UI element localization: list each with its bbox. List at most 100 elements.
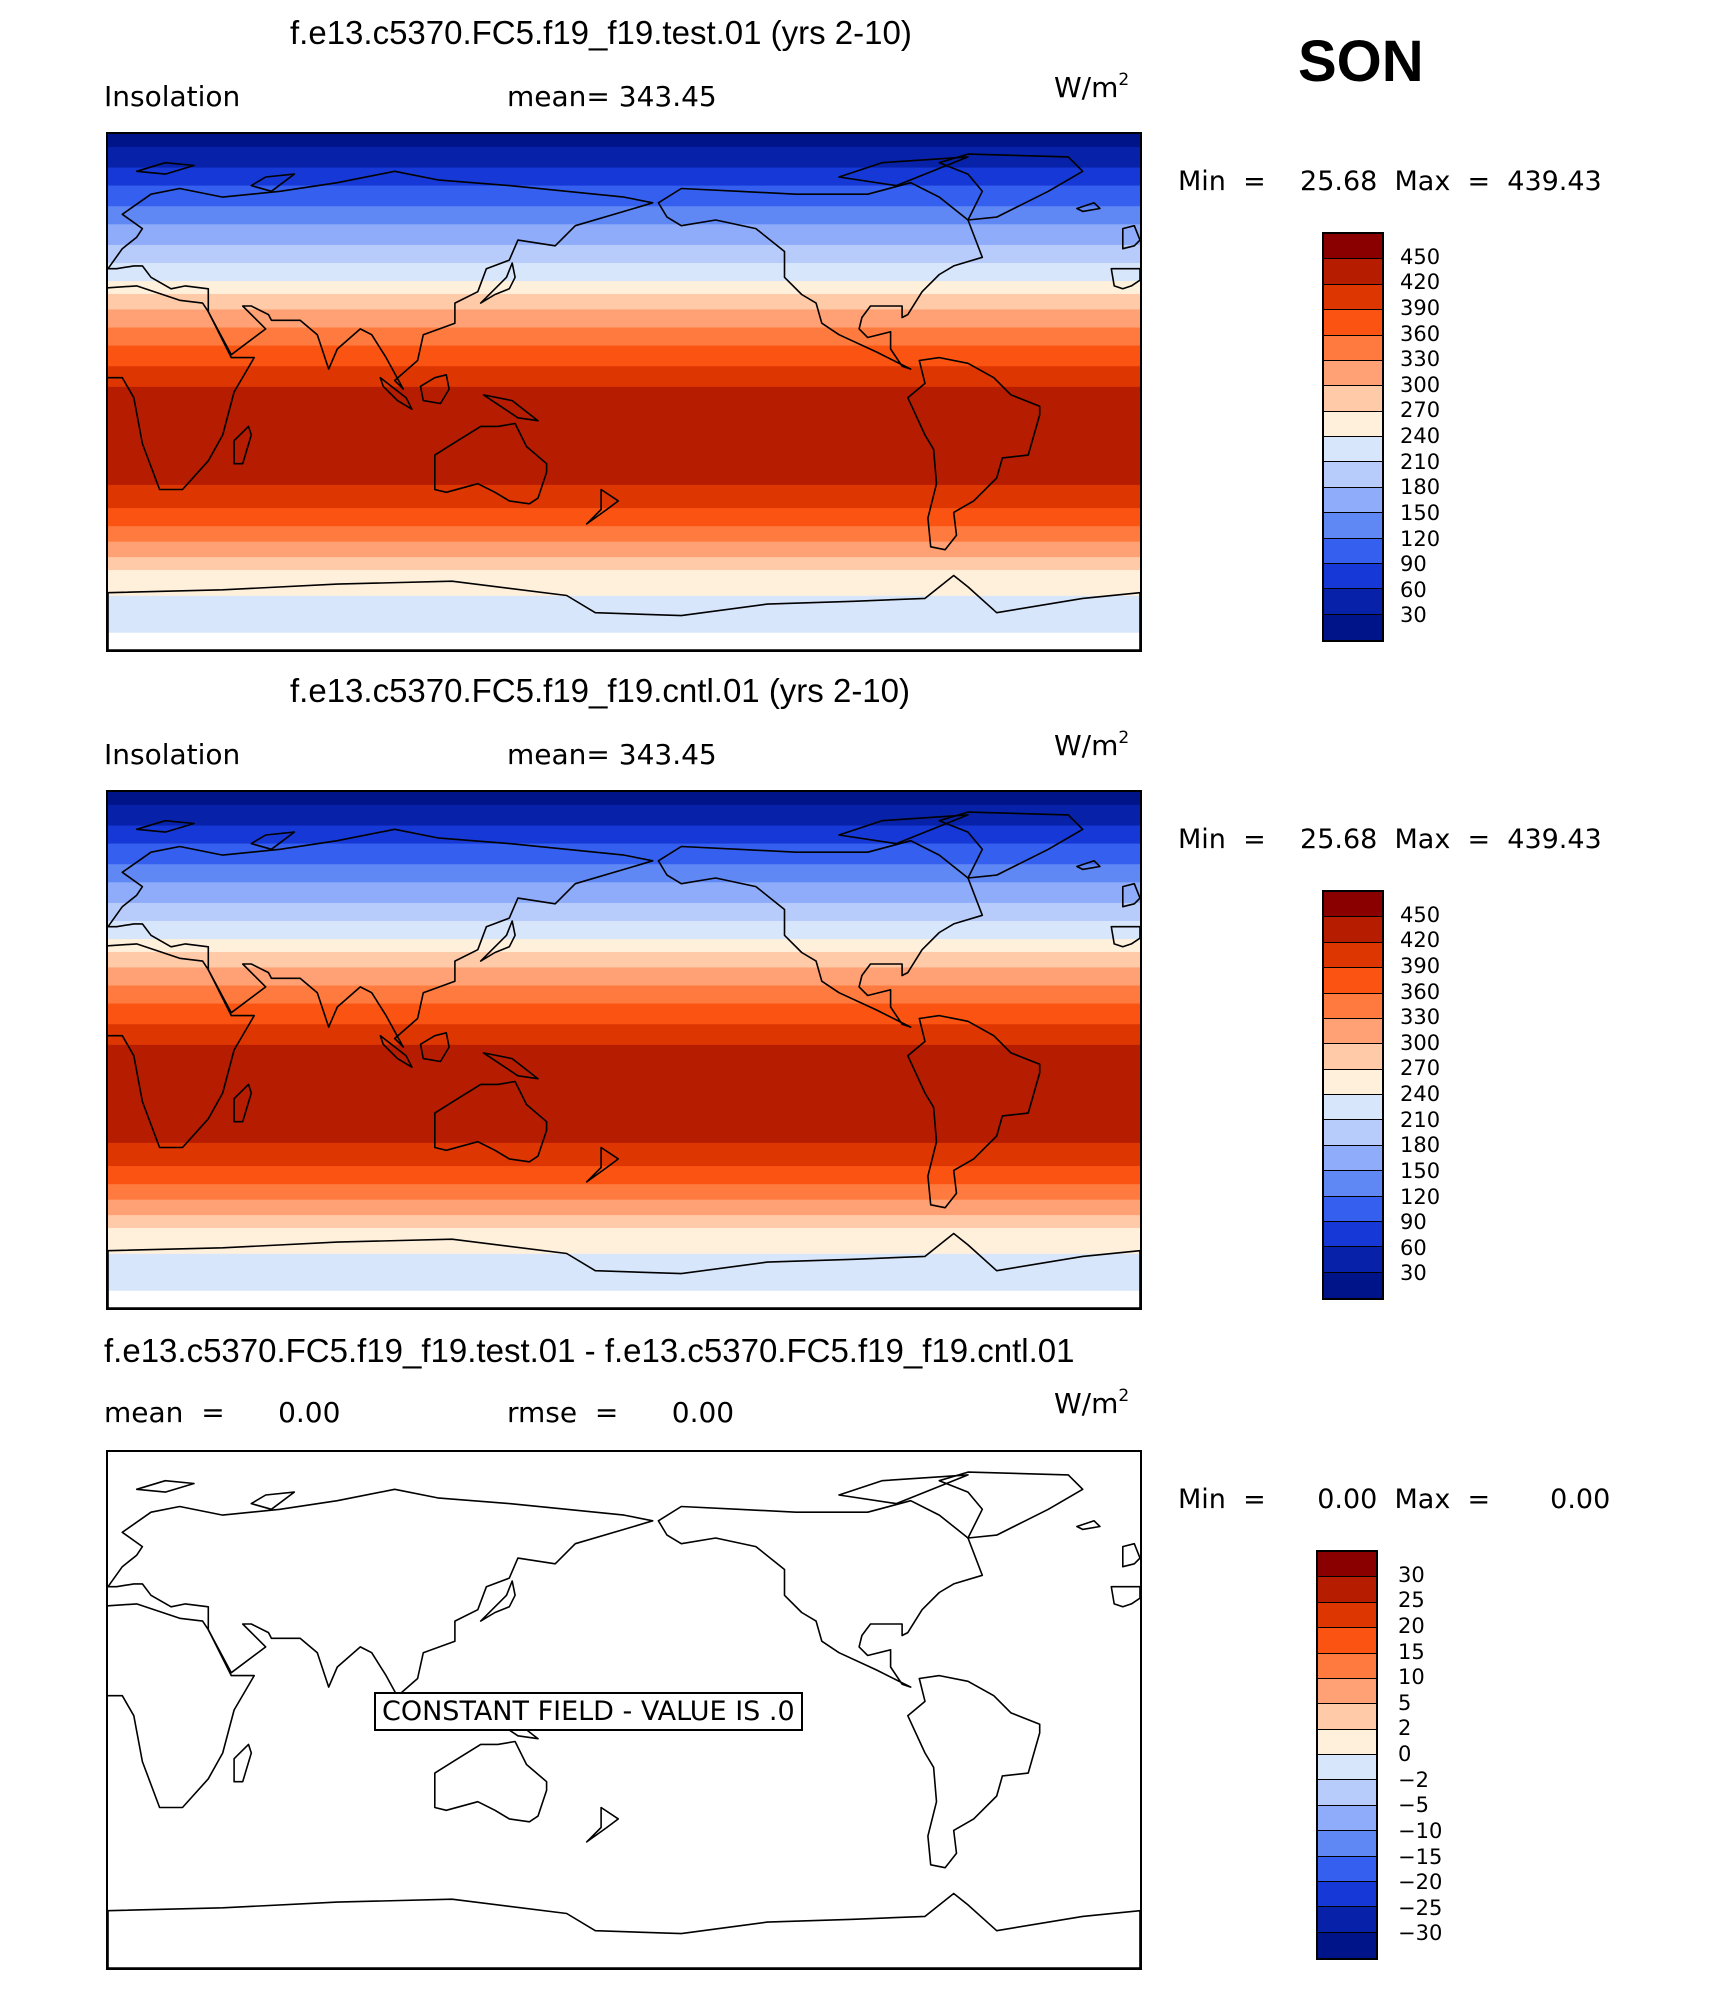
panel-2-mean-label: mean= 343.45: [507, 738, 717, 771]
colorbar-tick-label: 210: [1400, 1107, 1441, 1132]
coastline-outline: [906, 1014, 1041, 1209]
colorbar-swatch: [1318, 1552, 1376, 1578]
insolation-latitude-band: [108, 1166, 1140, 1185]
panel-3-units: W/m2: [1054, 1386, 1130, 1420]
insolation-latitude-band: [108, 1003, 1140, 1025]
colorbar-tick-label: 60: [1400, 577, 1427, 602]
colorbar-tick-label: 390: [1400, 295, 1441, 320]
insolation-latitude-band: [108, 345, 1140, 367]
insolation-latitude-band: [108, 167, 1140, 187]
colorbar-swatch: [1318, 1653, 1376, 1679]
coastline-outline: [938, 1471, 1084, 1539]
colorbar-swatch: [1324, 234, 1382, 260]
panel-1-minmax: Min = 25.68 Max = 439.43: [1178, 166, 1602, 197]
colorbar-tick-label: 30: [1400, 603, 1427, 628]
insolation-latitude-band: [108, 1215, 1140, 1229]
insolation-latitude-band: [108, 309, 1140, 329]
coastline-outline: [838, 814, 969, 845]
coastline-outline: [938, 153, 1084, 221]
coastline-outline: [838, 156, 969, 187]
panel-3-minmax: Min = 0.00 Max = 0.00: [1178, 1484, 1611, 1515]
colorbar-swatch: [1318, 1881, 1376, 1908]
colorbar-swatch: [1324, 993, 1382, 1019]
insolation-latitude-band: [108, 1184, 1140, 1201]
colorbar-tick-label: −30: [1398, 1921, 1443, 1946]
panel-2-map-svg: [108, 792, 1140, 1308]
colorbar-tick-label: 90: [1400, 552, 1427, 577]
colorbar-tick-label: 60: [1400, 1235, 1427, 1260]
insolation-latitude-band: [108, 570, 1140, 589]
insolation-latitude-band: [108, 146, 1140, 169]
insolation-latitude-band: [108, 281, 1140, 295]
colorbar-tick-label: 180: [1400, 475, 1441, 500]
colorbar-tick-label: 330: [1400, 347, 1441, 372]
coastline-outline: [233, 425, 253, 465]
colorbar-tick-label: 390: [1400, 953, 1441, 978]
colorbar-tick-label: −25: [1398, 1895, 1443, 1920]
coastline-outline: [938, 811, 1084, 879]
coastline-outline: [250, 831, 296, 851]
season-label: SON: [1298, 29, 1424, 94]
colorbar-tick-label: 30: [1398, 1562, 1425, 1587]
panel-3-map-svg: [108, 1471, 1140, 1968]
colorbar-swatch: [1324, 1120, 1382, 1146]
colorbar-swatch: [1318, 1678, 1376, 1705]
coastline-outline: [108, 574, 1140, 650]
colorbar-swatch: [1324, 310, 1382, 336]
colorbar-swatch: [1318, 1856, 1376, 1882]
constant-field-label: CONSTANT FIELD - VALUE IS .0: [374, 1692, 803, 1731]
insolation-latitude-band: [108, 595, 1140, 618]
coastline-outline: [838, 1474, 969, 1505]
coastline-outline: [108, 1488, 654, 1708]
coastline-outline: [585, 1146, 620, 1183]
colorbar-tick-label: 150: [1400, 1158, 1441, 1183]
colorbar-tick-label: 450: [1400, 244, 1441, 269]
insolation-latitude-band: [108, 293, 1140, 311]
coastline-outline: [1076, 1520, 1101, 1531]
colorbar-tick-label: 450: [1400, 902, 1441, 927]
panel-1-colorbar-labels: 450 420 390 360 330 300 270 240 210 180 150 120 90 60…: [1400, 232, 1480, 642]
colorbar-swatch: [1318, 1780, 1376, 1806]
panel-3-rmse-label: rmse = 0.00: [507, 1396, 735, 1429]
coastline-outline: [479, 262, 516, 304]
coastline-outline: [1110, 267, 1140, 290]
coastline-outline: [657, 839, 984, 1028]
coastline-outline: [1110, 1585, 1140, 1608]
colorbar-swatch: [1324, 538, 1382, 564]
colorbar-swatch: [1324, 1145, 1382, 1172]
colorbar-tick-label: 300: [1400, 372, 1441, 397]
colorbar-swatch: [1318, 1577, 1376, 1603]
colorbar-swatch: [1324, 284, 1382, 311]
insolation-latitude-band: [108, 792, 1140, 806]
colorbar-swatch: [1324, 487, 1382, 514]
colorbar-tick-label: 15: [1398, 1639, 1425, 1664]
insolation-latitude-band: [108, 1246, 1140, 1255]
coastline-outline: [233, 1083, 253, 1123]
coastline-outline: [108, 1232, 1140, 1308]
colorbar-swatch: [1324, 942, 1382, 969]
coastline-outline: [108, 1603, 255, 1809]
colorbar-swatch: [1324, 259, 1382, 285]
coastline-outline: [379, 376, 413, 411]
panel-3-map: CONSTANT FIELD - VALUE IS .0: [106, 1450, 1142, 1970]
panel-2-colorbar: [1322, 890, 1384, 1300]
coastline-outline: [433, 422, 548, 505]
insolation-latitude-band: [108, 1228, 1140, 1247]
coastline-outline: [585, 488, 620, 525]
insolation-latitude-band: [108, 263, 1140, 282]
coastline-outline: [1121, 224, 1140, 250]
insolation-latitude-band: [108, 366, 1140, 388]
colorbar-swatch: [1324, 892, 1382, 918]
coastline-outline: [250, 1491, 296, 1511]
insolation-latitude-band: [108, 921, 1140, 940]
colorbar-swatch: [1324, 411, 1382, 437]
panel-2-colorbar-labels: 450 420 390 360 330 300 270 240 210 180 150 120 90 60…: [1400, 890, 1480, 1300]
panel-1-title: f.e13.c5370.FC5.f19_f19.test.01 (yrs 2-1…: [290, 14, 912, 51]
insolation-latitude-band: [108, 448, 1140, 486]
coastline-outline: [433, 1080, 548, 1163]
colorbar-swatch: [1324, 563, 1382, 590]
colorbar-swatch: [1318, 1628, 1376, 1654]
coastline-outline: [108, 170, 654, 390]
insolation-latitude-band: [108, 939, 1140, 953]
insolation-latitude-band: [108, 557, 1140, 571]
